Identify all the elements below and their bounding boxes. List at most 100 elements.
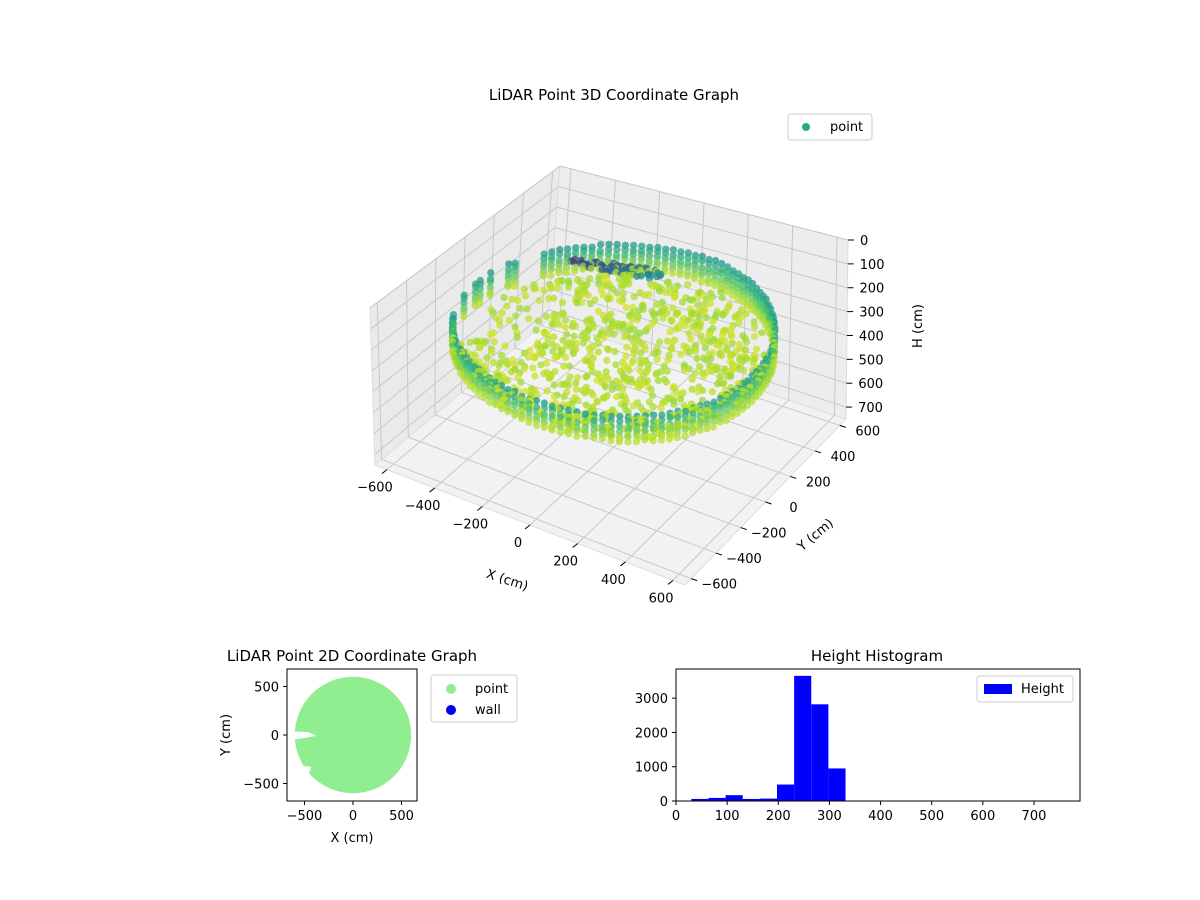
chart-3d-point: [702, 314, 710, 322]
chart-3d-point: [697, 332, 705, 340]
chart-3d-point: [696, 426, 704, 434]
chart-3d-gridline-y: [376, 302, 692, 580]
chart-3d-point: [551, 354, 559, 362]
chart-3d-point: [659, 314, 667, 322]
chart-3d-point: [561, 323, 570, 332]
chart-3d-point: [510, 282, 519, 290]
chart-3d-point: [607, 416, 615, 425]
chart-3d-point: [582, 401, 590, 409]
chart-3d-point: [705, 259, 713, 268]
chart-3d-point: [666, 328, 674, 336]
chart-3d-point: [706, 300, 714, 308]
chart-3d-ztick-label: 700: [858, 401, 883, 416]
chart-3d-point: [691, 347, 700, 355]
chart-3d-point: [579, 265, 587, 273]
chart-3d-point: [709, 423, 718, 431]
chart-2d-xtick-label: −500: [287, 809, 323, 824]
chart-3d-point: [700, 308, 709, 316]
chart-3d-point: [624, 408, 632, 416]
chart-3d-point: [653, 273, 661, 281]
chart-3d-point: [463, 377, 471, 386]
chart-3d-point: [534, 317, 542, 325]
chart-3d-point: [486, 387, 494, 395]
chart-3d-points: [448, 240, 779, 446]
chart-3d-point: [681, 407, 690, 415]
chart-3d-point: [728, 291, 737, 299]
chart-3d-point: [488, 348, 496, 356]
chart-3d-point: [486, 291, 494, 299]
chart-3d-point: [610, 330, 618, 338]
chart-3d-point: [739, 405, 747, 413]
chart-2d-title: LiDAR Point 2D Coordinate Graph: [227, 647, 477, 665]
chart-3d-point: [718, 331, 727, 339]
chart-3d-point: [563, 258, 571, 266]
chart-3d-point: [648, 392, 657, 400]
chart-3d-point: [603, 282, 611, 290]
chart-3d-gridline-y: [434, 258, 741, 529]
chart-3d-point: [659, 399, 667, 407]
chart-3d-point: [758, 329, 766, 337]
chart-3d-point: [540, 263, 548, 271]
chart-3d-point: [498, 309, 506, 317]
chart-3d-point: [492, 391, 500, 399]
chart-3d-point: [728, 402, 736, 410]
chart-3d-point: [600, 394, 608, 402]
chart-3d-point: [540, 423, 548, 431]
chart-3d-point: [719, 311, 727, 319]
chart-3d-point: [718, 352, 726, 360]
chart-2d-legend: point wall: [430, 674, 518, 723]
chart-3d-point: [674, 413, 682, 421]
chart-3d-point: [588, 368, 597, 376]
chart-3d-point: [560, 393, 568, 401]
chart-3d-point: [742, 346, 750, 354]
chart-3d-point: [645, 252, 654, 260]
chart-3d-point: [554, 283, 562, 291]
chart-3d-point: [560, 362, 568, 370]
chart-3d-point: [496, 321, 504, 329]
chart-3d-point: [539, 272, 547, 280]
chart-3d-point: [654, 377, 663, 385]
chart-2d-ytick-label: 500: [254, 680, 279, 695]
chart-3d-point: [650, 349, 659, 357]
chart-3d-ytick-label: 0: [789, 501, 797, 516]
chart-hist: Height Histogram 0 100 200 300 400 500 600 7000…: [635, 647, 1081, 824]
chart-3d-point: [616, 412, 624, 420]
chart-3d-point: [476, 344, 484, 352]
chart-3d-point: [564, 430, 573, 438]
chart-3d-point: [511, 411, 519, 419]
chart-2d-ytick-label: 0: [271, 729, 279, 744]
chart-3d-ytick-mark: [814, 450, 822, 454]
chart-2d-ytick-label: −500: [243, 778, 279, 793]
chart-3d-point: [607, 437, 615, 445]
chart-3d-point: [752, 393, 760, 401]
chart-3d-point: [646, 246, 654, 255]
chart-3d-point: [605, 240, 613, 248]
chart-3d-point: [595, 280, 603, 288]
chart-2d-points: [287, 676, 412, 794]
chart-3d-point: [589, 354, 597, 362]
chart-3d-point: [540, 286, 548, 294]
chart-3d-point: [683, 272, 691, 280]
chart-3d-point: [647, 385, 655, 394]
chart-3d-point: [724, 263, 732, 271]
chart-3d-point: [555, 269, 563, 277]
chart-hist-bars: [691, 675, 846, 801]
chart-3d-point: [613, 240, 621, 248]
chart-3d-point: [723, 287, 731, 295]
chart-3d-point: [723, 282, 731, 290]
chart-3d-point: [550, 294, 558, 302]
chart-3d-point: [710, 406, 718, 414]
chart-3d-point: [556, 250, 564, 258]
chart-3d-point: [574, 396, 582, 404]
chart-3d-point: [619, 325, 628, 333]
chart-3d-point: [486, 399, 494, 407]
chart-3d-point: [731, 313, 739, 321]
chart-3d-point: [653, 355, 661, 363]
chart-3d-point: [581, 432, 589, 440]
chart-2d-ylabel: Y (cm): [219, 714, 234, 757]
chart-3d-point: [542, 359, 551, 367]
chart-3d-point: [616, 422, 624, 430]
chart-3d-point: [642, 327, 650, 335]
chart-3d-point: [750, 332, 759, 340]
chart-3d-point: [621, 254, 629, 263]
